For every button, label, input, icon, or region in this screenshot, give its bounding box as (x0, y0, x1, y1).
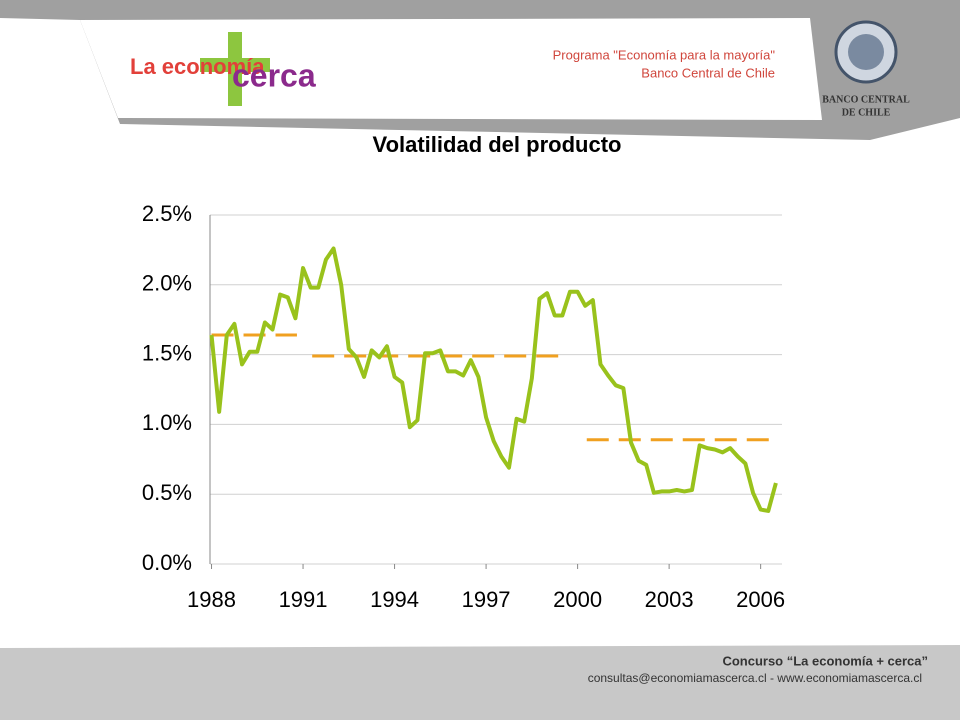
x-tick-label: 1997 (462, 587, 511, 612)
logo-plus (200, 58, 270, 72)
logo-text: La economía (130, 54, 265, 79)
x-tick-label: 2000 (553, 587, 602, 612)
program-text: Programa "Economía para la mayoría" (553, 47, 776, 62)
footer-band (0, 640, 960, 720)
x-tick-label: 1991 (279, 587, 328, 612)
data-line (209, 246, 778, 513)
y-tick-label: 1.5% (142, 340, 192, 365)
bank-logo-text: BANCO CENTRAL (822, 94, 910, 105)
y-tick-label: 0.0% (142, 550, 192, 575)
footer-contest: Concurso “La economía + cerca” (722, 653, 928, 668)
logo-text: cerca (232, 57, 316, 93)
footer-curve (0, 628, 960, 648)
y-tick-label: 2.0% (142, 271, 192, 296)
y-tick-label: 2.5% (142, 201, 192, 226)
bank-text: Banco Central de Chile (641, 65, 775, 80)
bank-emblem (848, 34, 884, 70)
header-card (80, 18, 822, 120)
plot: 0.0% 0.5% 1.0% 1.5% 2.0% 2.5% 1988 1991 1994 1997… (142, 201, 785, 612)
x-tick-label: 2003 (645, 587, 694, 612)
x-tick-label: 1988 (187, 587, 236, 612)
x-tick-label: 2006 (736, 587, 785, 612)
y-tick-label: 1.0% (142, 410, 192, 435)
y-tick-label: 0.5% (142, 480, 192, 505)
bank-logo-text: DE CHILE (842, 107, 891, 118)
footer-contact: consultas@economiamascerca.cl - www.econ… (588, 671, 922, 685)
chart-title: Volatilidad del producto (373, 132, 622, 157)
x-tick-label: 1994 (370, 587, 419, 612)
